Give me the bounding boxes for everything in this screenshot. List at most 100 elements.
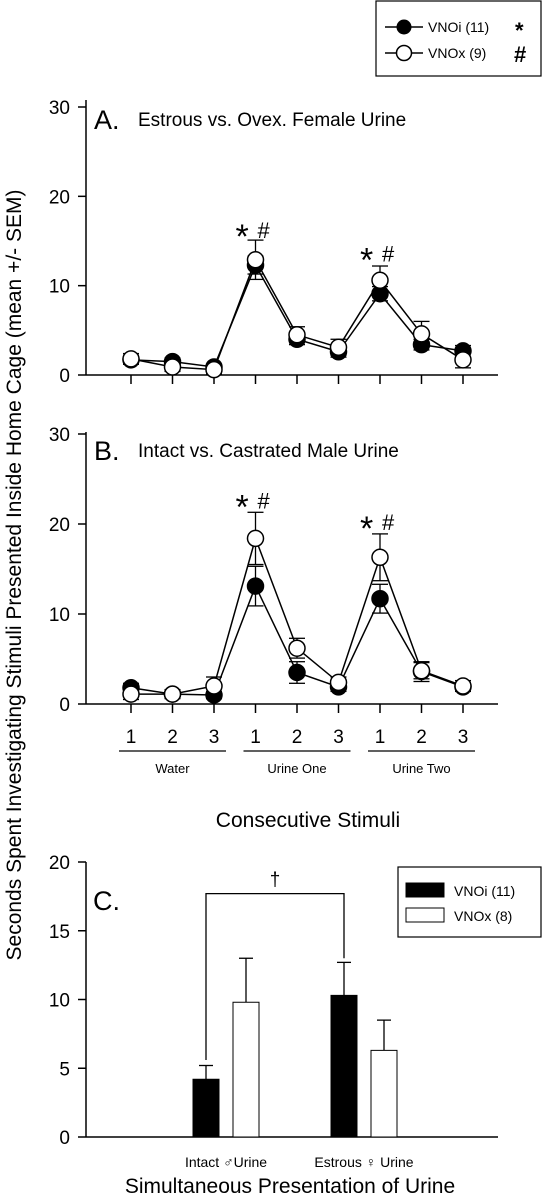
- panel-b-point-vnox: [329, 673, 348, 692]
- panel-c-bracket: †: [205, 870, 345, 1060]
- panel-a-point-vnox: [246, 251, 265, 269]
- legend-top: VNOi (11) * VNOx (9) #: [375, 0, 542, 77]
- panel-b-title: Intact vs. Castrated Male Urine: [138, 441, 399, 462]
- panel-b-y-tick-label: 0: [59, 695, 70, 716]
- panel-c-error-bars: [199, 957, 391, 1080]
- panel-c-y-tick-label: 20: [49, 853, 70, 874]
- panel-a-point-vnox: [412, 325, 431, 343]
- panel-b-point-vnox: [454, 677, 472, 695]
- panel-c-y-tick-label: 5: [59, 1059, 70, 1080]
- stimulus-number-label: 3: [209, 727, 220, 748]
- stimulus-number-label: 1: [250, 727, 261, 748]
- panel-c-bar-vnox: [370, 1049, 398, 1138]
- panel-b-point-vnox: [288, 639, 306, 657]
- panel-a-y-tick-label: 30: [49, 98, 70, 119]
- legend-bars-vnoi-label: VNOi (11): [454, 883, 515, 899]
- panel-b-sig-hash: #: [258, 488, 271, 513]
- panel-c-bar-vnoi: [330, 994, 358, 1138]
- legend-vnoi-mark: *: [515, 18, 524, 43]
- panel-c-bar-vnox: [232, 1001, 260, 1138]
- panel-b-y-tick-label: 10: [49, 605, 70, 626]
- panel-a-title: Estrous vs. Ovex. Female Urine: [138, 110, 406, 131]
- panel-c-category-label: Intact ♂Urine: [185, 1154, 267, 1170]
- panel-c-category-label: Estrous ♀ Urine: [314, 1154, 413, 1170]
- panel-a-point-vnox: [454, 351, 472, 369]
- panel-a-line-vnox: [130, 257, 464, 371]
- panel-b-point-vnox: [205, 677, 223, 695]
- panel-c-letter: C.: [93, 886, 120, 916]
- panel-a-sig-star: *: [236, 218, 249, 256]
- legend-vnoi-marker: [396, 19, 412, 35]
- stimulus-number-label: 3: [333, 727, 344, 748]
- legend-vnox-label: VNOx (9): [428, 45, 486, 61]
- panel-b-point-vnoi: [288, 663, 306, 682]
- panel-c-bar-vnoi: [192, 1078, 220, 1138]
- panel-b-y-tick-label: 30: [49, 425, 70, 446]
- panel-a-point-vnox: [329, 338, 348, 357]
- panel-b-point-vnox: [163, 685, 182, 703]
- legend-top-box: [375, 0, 542, 77]
- legend-vnox-mark: #: [514, 42, 526, 67]
- panel-b: B. Intact vs. Castrated Male Urine 0 10 20…: [49, 425, 498, 716]
- stimulus-number-label: 3: [458, 727, 469, 748]
- panel-c-bars: [192, 994, 398, 1138]
- panel-b-letter: B.: [94, 436, 120, 466]
- panel-a-points: [122, 251, 472, 379]
- panel-b-sig-star: *: [236, 488, 249, 526]
- stimulus-number-label: 2: [292, 727, 303, 748]
- panel-b-point-vnox: [412, 661, 431, 680]
- panel-a-series-lines: [130, 257, 464, 371]
- stimulus-number-label: 1: [375, 727, 386, 748]
- panel-a-point-vnox: [371, 271, 389, 290]
- panel-a: A. Estrous vs. Ovex. Female Urine 0 10 20 3…: [49, 98, 498, 387]
- panel-b-annotations: * # * #: [236, 488, 396, 548]
- legend-vnox-marker: [395, 44, 413, 62]
- panel-b-sig-star: *: [360, 510, 373, 548]
- panel-b-point-vnox: [371, 548, 389, 567]
- stimulus-group-label: Water: [155, 761, 190, 776]
- y-axis-title: Seconds Spent Investigating Stimuli Pres…: [3, 190, 26, 961]
- panel-a-annotations: * # * #: [236, 218, 396, 279]
- x-axis-title-lines: Consecutive Stimuli: [216, 809, 400, 832]
- panel-c: C. 0 5 10 15 20 † VNOi (11) VNOx (8) Intact …: [49, 853, 542, 1170]
- panel-b-sig-hash: #: [382, 510, 395, 535]
- panel-a-letter: A.: [94, 105, 120, 135]
- panel-a-sig-hash: #: [382, 241, 395, 266]
- panel-a-point-vnox: [205, 360, 223, 379]
- panel-a-point-vnox: [122, 350, 140, 368]
- panel-c-y-tick-label: 0: [59, 1128, 70, 1149]
- legend-bars-box: [397, 866, 542, 938]
- panel-a-point-vnox: [163, 358, 182, 376]
- x-axis-title-bars: Simultaneous Presentation of Urine: [125, 1175, 455, 1198]
- panel-b-axes: 0 10 20 30: [49, 425, 498, 716]
- panel-b-point-vnox: [246, 529, 265, 548]
- stimulus-group-label: Urine One: [267, 761, 326, 776]
- stimulus-number-label: 1: [126, 727, 137, 748]
- panel-a-y-tick-label: 10: [49, 277, 70, 298]
- panel-c-categories: Intact ♂Urine Estrous ♀ Urine: [185, 1154, 414, 1170]
- legend-vnoi-label: VNOi (11): [428, 19, 489, 35]
- panel-c-bracket-label: †: [270, 870, 281, 891]
- panel-b-points: [122, 529, 472, 704]
- panel-c-y-tick-label: 10: [49, 991, 70, 1012]
- panel-a-axes: 0 10 20 30: [49, 98, 498, 387]
- stimulus-group-label: Urine Two: [392, 761, 450, 776]
- panel-a-point-vnox: [288, 326, 306, 344]
- legend-bars-vnoi-swatch: [405, 882, 445, 898]
- legend-bars: VNOi (11) VNOx (8): [397, 866, 542, 938]
- panel-a-y-tick-label: 20: [49, 187, 70, 208]
- panel-c-axes: 0 5 10 15 20: [49, 853, 498, 1149]
- panel-b-point-vnoi: [371, 589, 389, 608]
- panel-c-y-tick-label: 15: [49, 922, 70, 943]
- panel-a-line-vnoi: [130, 263, 464, 368]
- panel-b-point-vnox: [122, 685, 140, 703]
- panel-b-point-vnoi: [246, 577, 265, 595]
- panel-b-y-tick-label: 20: [49, 515, 70, 536]
- stimulus-number-label: 2: [416, 727, 427, 748]
- stimulus-labels: 1 2 3 1 2 3 1 2 3 Water Urine One Urine Two: [119, 727, 475, 776]
- stimulus-number-label: 2: [167, 727, 178, 748]
- legend-bars-vnox-swatch: [405, 907, 445, 923]
- panel-a-y-tick-label: 0: [59, 366, 70, 387]
- panel-a-sig-hash: #: [258, 218, 271, 243]
